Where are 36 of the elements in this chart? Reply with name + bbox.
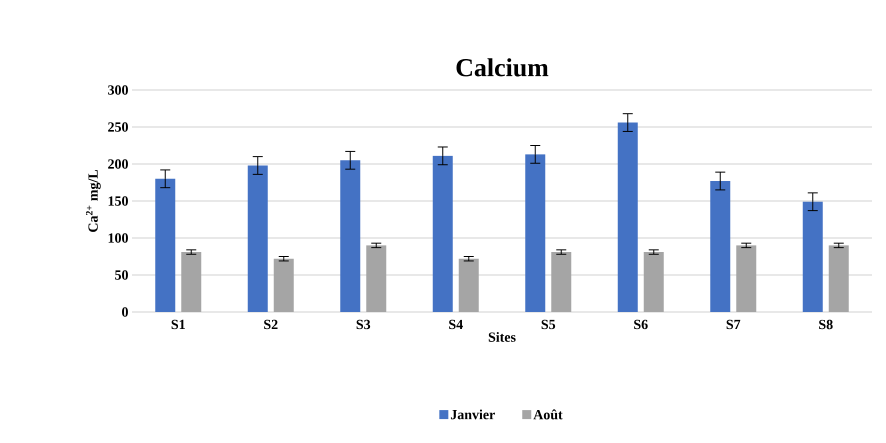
bar bbox=[736, 245, 756, 312]
bar bbox=[181, 252, 202, 312]
bar bbox=[155, 178, 176, 312]
x-tick-label: S2 bbox=[264, 320, 278, 330]
bar bbox=[248, 165, 268, 312]
x-tick-label: S6 bbox=[634, 320, 648, 330]
x-axis-title: Sites bbox=[488, 332, 516, 342]
y-tick-label: 250 bbox=[108, 122, 128, 132]
x-tick-label: S4 bbox=[449, 320, 463, 330]
x-tick-label: S3 bbox=[356, 320, 370, 330]
legend-label: Août bbox=[533, 409, 563, 420]
x-tick-label: S7 bbox=[726, 320, 740, 330]
y-tick-label: 150 bbox=[108, 196, 128, 206]
bar bbox=[828, 245, 849, 312]
chart-title: Calcium bbox=[456, 58, 548, 76]
bar bbox=[432, 156, 453, 312]
bar bbox=[644, 252, 664, 312]
y-tick-label: 50 bbox=[115, 270, 128, 280]
bar bbox=[525, 154, 546, 312]
bar bbox=[618, 122, 638, 312]
x-tick-label: S8 bbox=[819, 320, 833, 330]
legend-label: Janvier bbox=[450, 409, 495, 420]
bar bbox=[458, 258, 479, 312]
bar bbox=[710, 181, 730, 312]
x-tick-label: S5 bbox=[542, 320, 556, 330]
x-tick-label: S1 bbox=[172, 320, 185, 330]
y-axis-title: Ca$^{2+}$ mg/L bbox=[86, 170, 101, 232]
y-tick-label: 300 bbox=[108, 85, 128, 95]
y-tick-label: 100 bbox=[108, 233, 128, 243]
bar bbox=[366, 245, 386, 312]
y-tick-label: 200 bbox=[108, 159, 128, 169]
y-tick-label: 0 bbox=[122, 307, 128, 317]
bar bbox=[802, 202, 823, 312]
bar bbox=[274, 258, 294, 312]
bar bbox=[340, 160, 360, 312]
bar bbox=[551, 252, 572, 312]
